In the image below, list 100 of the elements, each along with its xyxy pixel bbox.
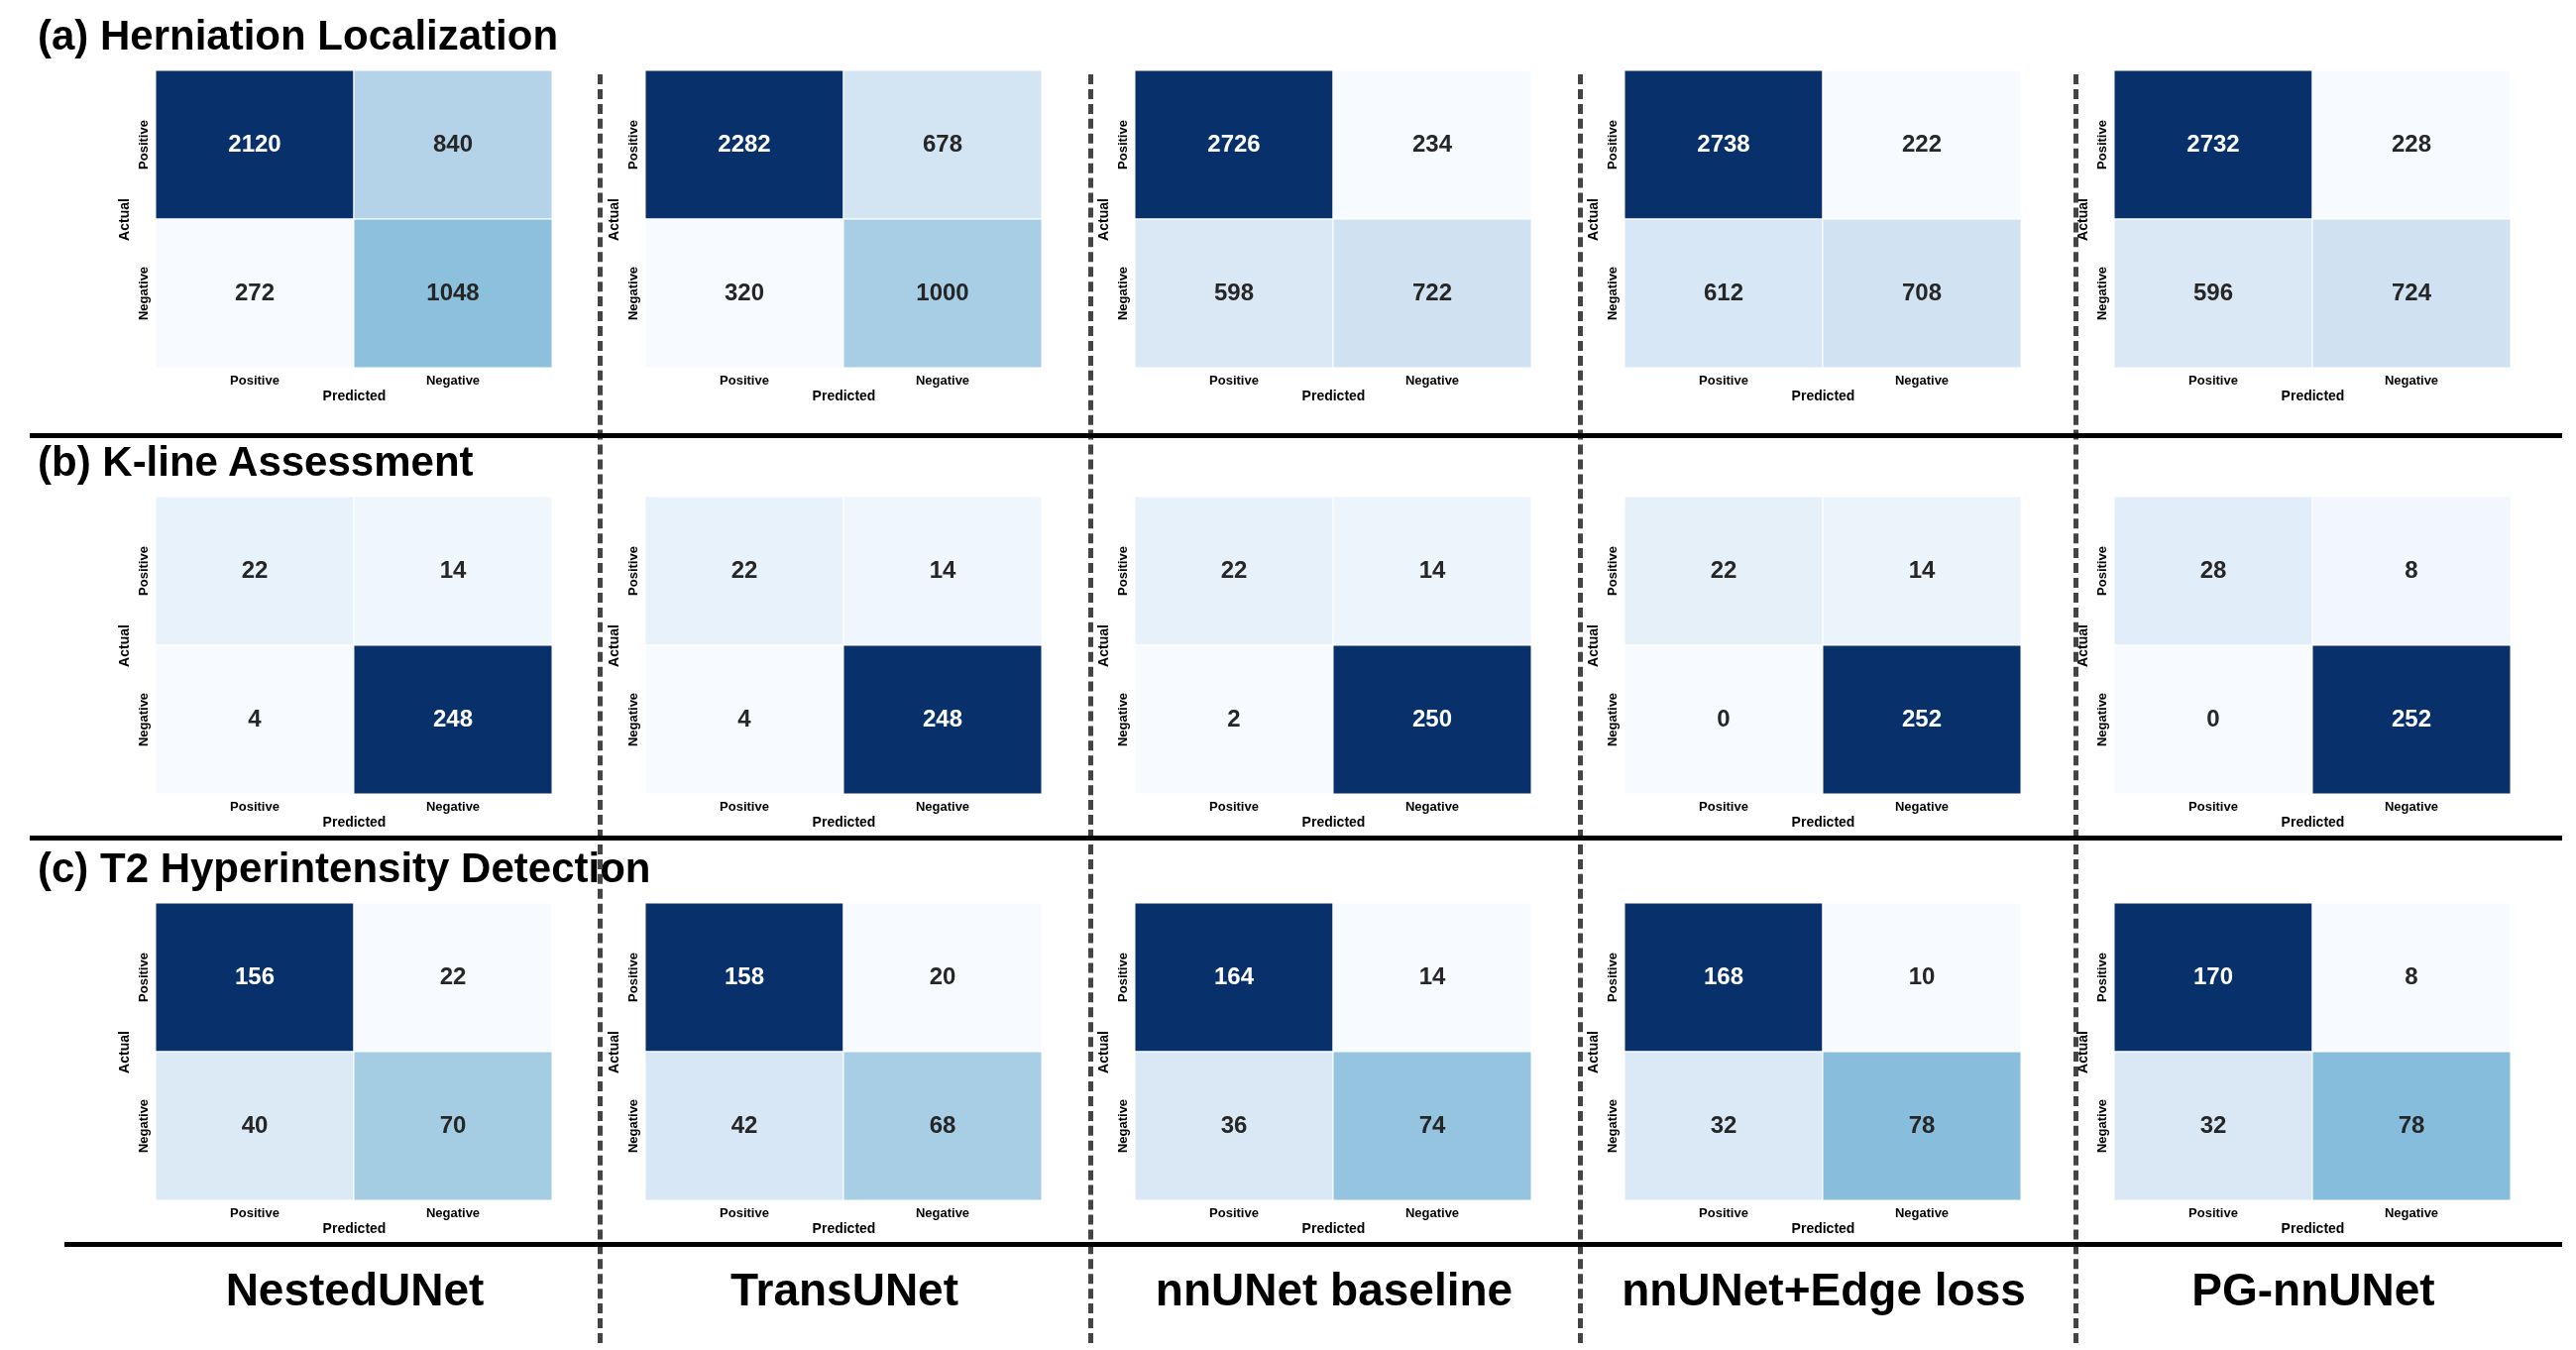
x-tick-label: Negative — [425, 372, 481, 388]
data-label: 14 — [929, 556, 956, 583]
data-label: 250 — [1411, 705, 1453, 731]
data-label: 252 — [2391, 705, 2432, 731]
y-axis-title: Actual — [1584, 1031, 1601, 1073]
y-tick-label: Positive — [135, 546, 151, 596]
data-label: 10 — [1908, 962, 1936, 989]
y-axis-title: Actual — [2073, 198, 2090, 241]
y-tick-label: Positive — [624, 953, 640, 1002]
data-label: 272 — [234, 279, 276, 305]
data-label: 20 — [929, 962, 956, 989]
y-tick-label: Negative — [135, 1098, 151, 1154]
data-label: 248 — [432, 705, 474, 731]
data-label: 14 — [1908, 556, 1936, 583]
x-tick-label: Negative — [2384, 1204, 2439, 1220]
data-label: 612 — [1703, 279, 1744, 305]
y-tick-label: Positive — [2093, 120, 2109, 169]
y-tick-label: Negative — [2093, 266, 2109, 321]
data-label: 1048 — [426, 279, 480, 305]
text: nnUNet baseline — [1154, 1263, 1514, 1316]
data-label: 0 — [2206, 705, 2220, 731]
text: nnUNet+Edge loss — [1621, 1263, 2027, 1316]
data-label: 32 — [1710, 1111, 1737, 1138]
y-tick-label: Negative — [1604, 1098, 1620, 1154]
x-axis-title: Predicted — [322, 387, 387, 403]
y-axis-title: Actual — [2073, 1031, 2090, 1073]
data-label: 2726 — [1207, 130, 1261, 157]
x-tick-label: Positive — [720, 372, 769, 388]
data-label: 320 — [724, 279, 765, 305]
data-label: 158 — [724, 962, 765, 989]
y-axis-title: Actual — [115, 1031, 132, 1073]
y-axis-title: Actual — [1094, 624, 1111, 667]
x-axis-title: Predicted — [1791, 813, 1855, 830]
y-tick-label: Positive — [2093, 546, 2109, 596]
x-tick-label: Positive — [1699, 798, 1748, 814]
data-label: 78 — [2398, 1111, 2425, 1138]
data-label: 228 — [2391, 130, 2432, 157]
x-tick-label: Positive — [2188, 798, 2238, 814]
data-label: 598 — [1213, 279, 1255, 305]
x-axis-title: Predicted — [1301, 387, 1366, 403]
x-axis-title: Predicted — [812, 1219, 876, 1236]
x-tick-label: Negative — [1404, 372, 1460, 388]
y-tick-label: Negative — [1604, 692, 1620, 747]
x-tick-label: Positive — [1699, 372, 1748, 388]
y-tick-label: Negative — [135, 692, 151, 747]
x-axis-title: Predicted — [2281, 1219, 2345, 1236]
y-tick-label: Positive — [135, 953, 151, 1002]
x-axis-title: Predicted — [1791, 387, 1855, 403]
y-tick-label: Positive — [624, 546, 640, 596]
y-tick-label: Negative — [2093, 692, 2109, 747]
data-label: 4 — [248, 705, 263, 731]
x-tick-label: Negative — [425, 1204, 481, 1220]
x-axis-title: Predicted — [812, 387, 876, 403]
x-tick-label: Positive — [1209, 798, 1259, 814]
y-tick-label: Positive — [1604, 120, 1620, 169]
y-tick-label: Positive — [1114, 120, 1130, 169]
x-tick-label: Negative — [2384, 798, 2439, 814]
y-tick-label: Positive — [1604, 546, 1620, 596]
data-label: 74 — [1418, 1111, 1446, 1138]
data-label: 68 — [929, 1111, 956, 1138]
y-tick-label: Negative — [1114, 1098, 1130, 1154]
data-label: 0 — [1717, 705, 1731, 731]
data-label: 40 — [241, 1111, 269, 1138]
data-label: 840 — [432, 130, 474, 157]
data-label: 8 — [2405, 556, 2418, 583]
x-tick-label: Positive — [230, 372, 280, 388]
y-tick-label: Positive — [624, 120, 640, 169]
y-tick-label: Positive — [2093, 953, 2109, 1002]
x-tick-label: Positive — [1209, 1204, 1259, 1220]
y-tick-label: Negative — [1604, 266, 1620, 321]
data-label: 234 — [1411, 130, 1453, 157]
y-tick-label: Negative — [624, 692, 640, 747]
text: PG-nnUNet — [2190, 1263, 2436, 1316]
x-axis-title: Predicted — [812, 813, 876, 830]
data-label: 596 — [2192, 279, 2234, 305]
x-tick-label: Positive — [1699, 1204, 1748, 1220]
data-label: 2738 — [1697, 130, 1750, 157]
x-tick-label: Negative — [1894, 1204, 1950, 1220]
x-tick-label: Negative — [915, 372, 970, 388]
data-label: 8 — [2405, 962, 2418, 989]
data-label: 170 — [2192, 962, 2234, 989]
chart-title: (c) T2 Hyperintensity Detection — [38, 844, 651, 893]
x-tick-label: Positive — [230, 1204, 280, 1220]
x-tick-label: Positive — [1209, 372, 1259, 388]
y-axis-title: Actual — [605, 1031, 621, 1073]
data-label: 14 — [1418, 962, 1446, 989]
data-label: 2732 — [2186, 130, 2240, 157]
data-label: 164 — [1213, 962, 1255, 989]
data-label: 252 — [1901, 705, 1943, 731]
data-label: 724 — [2391, 279, 2432, 305]
y-tick-label: Negative — [2093, 1098, 2109, 1154]
x-tick-label: Positive — [230, 798, 280, 814]
y-tick-label: Negative — [1114, 266, 1130, 321]
y-axis-title: Actual — [1584, 624, 1601, 667]
y-axis-title: Actual — [115, 198, 132, 241]
data-label: 22 — [241, 556, 269, 583]
data-label: 1000 — [916, 279, 969, 305]
data-label: 28 — [2199, 556, 2227, 583]
y-axis-title: Actual — [605, 624, 621, 667]
data-label: 78 — [1908, 1111, 1936, 1138]
